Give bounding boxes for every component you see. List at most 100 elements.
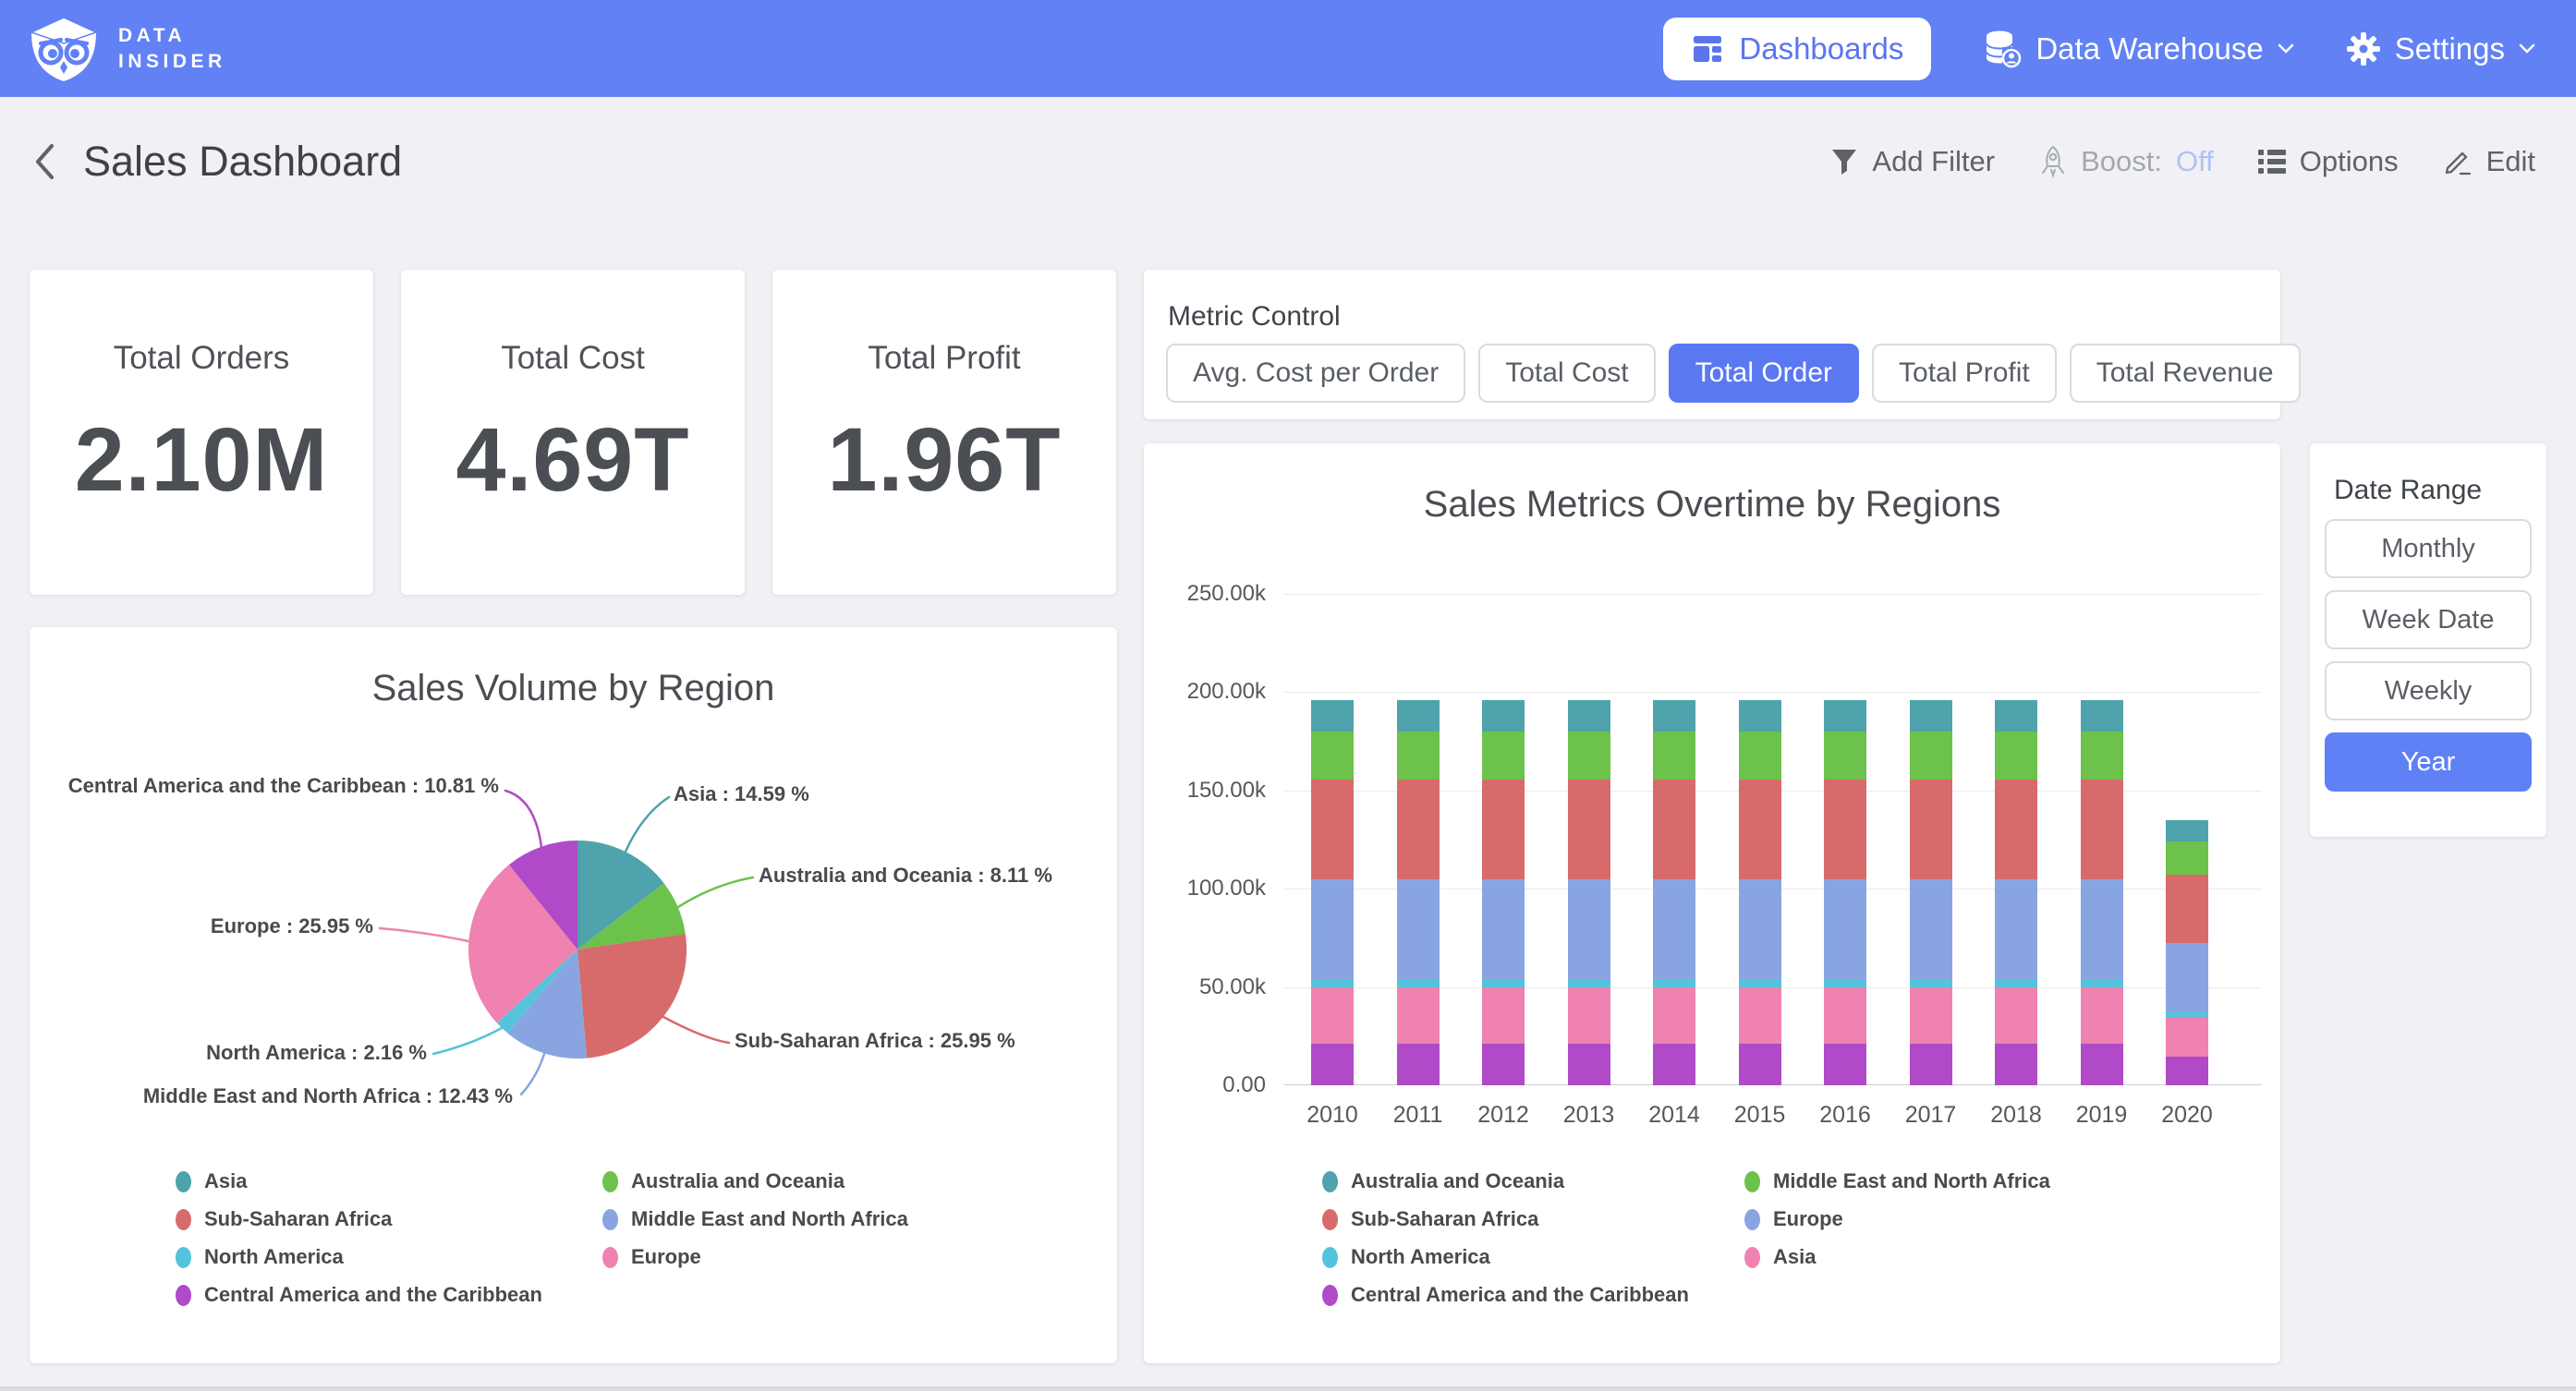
pie-leader-line xyxy=(380,928,468,941)
x-tick-label: 2012 xyxy=(1461,1102,1546,1129)
y-tick-label: 50.00k xyxy=(1144,974,1266,1000)
date-range-card: Date Range Monthly Week Date Weekly Year xyxy=(2310,443,2546,837)
boost-toggle[interactable]: Boost: Off xyxy=(2039,145,2214,178)
bar-segment-australia-and-oceania xyxy=(1910,700,1952,732)
legend-item-middle-east-and-north-africa[interactable]: Middle East and North Africa xyxy=(1744,1169,2050,1193)
bar-segment-north-america xyxy=(1311,979,1354,987)
bar-segment-middle-east-and-north-africa xyxy=(1653,732,1695,780)
y-tick-label: 0.00 xyxy=(1144,1072,1266,1098)
metric-option-avg-cost-per-order[interactable]: Avg. Cost per Order xyxy=(1166,344,1465,403)
y-tick-label: 100.00k xyxy=(1144,876,1266,901)
legend-item-central-america-and-the-caribbean[interactable]: Central America and the Caribbean xyxy=(1322,1283,1689,1307)
brand-line1: DATA xyxy=(118,23,226,49)
legend-item-sub-saharan-africa[interactable]: Sub-Saharan Africa xyxy=(176,1207,542,1231)
date-range-option-weekly[interactable]: Weekly xyxy=(2325,661,2532,720)
bar-segment-central-america-and-the-caribbean xyxy=(2166,1057,2208,1085)
bar-segment-europe xyxy=(1824,879,1866,979)
legend-label: North America xyxy=(204,1245,344,1269)
legend-dot xyxy=(1744,1247,1760,1268)
metric-option-total-order[interactable]: Total Order xyxy=(1669,344,1859,403)
legend-label: Central America and the Caribbean xyxy=(1351,1283,1689,1307)
bar-segment-north-america xyxy=(2081,979,2123,987)
bar-segment-sub-saharan-africa xyxy=(1739,780,1781,879)
bar-segment-europe xyxy=(1397,879,1440,979)
pie-label-central-america-and-the-caribbean: Central America and the Caribbean : 10.8… xyxy=(68,774,499,798)
date-range-option-week-date[interactable]: Week Date xyxy=(2325,590,2532,649)
legend-dot xyxy=(176,1171,191,1192)
bar-segment-asia xyxy=(1653,987,1695,1044)
legend-item-central-america-and-the-caribbean[interactable]: Central America and the Caribbean xyxy=(176,1283,542,1307)
pie-leader-line xyxy=(505,791,541,847)
metric-control-card: Metric Control Avg. Cost per OrderTotal … xyxy=(1144,270,2280,419)
legend-item-australia-and-oceania[interactable]: Australia and Oceania xyxy=(1322,1169,1689,1193)
bar-segment-middle-east-and-north-africa xyxy=(2081,732,2123,780)
pie-label-middle-east-and-north-africa: Middle East and North Africa : 12.43 % xyxy=(143,1084,513,1108)
bar-segment-north-america xyxy=(1824,979,1866,987)
legend-dot xyxy=(1322,1209,1338,1230)
date-range-label: Date Range xyxy=(2334,475,2482,506)
bar-segment-central-america-and-the-caribbean xyxy=(1995,1044,2037,1085)
y-tick-label: 150.00k xyxy=(1144,778,1266,804)
bar-segment-central-america-and-the-caribbean xyxy=(1653,1044,1695,1085)
edit-button[interactable]: Edit xyxy=(2443,145,2535,178)
legend-dot xyxy=(176,1285,191,1306)
bar-segment-central-america-and-the-caribbean xyxy=(1311,1044,1354,1085)
kpi-card-total-profit: Total Profit 1.96T xyxy=(772,270,1116,595)
legend-item-europe[interactable]: Europe xyxy=(602,1245,908,1269)
bar-segment-europe xyxy=(1739,879,1781,979)
gridline xyxy=(1284,594,2262,595)
x-tick-label: 2013 xyxy=(1547,1102,1632,1129)
gridline xyxy=(1284,692,2262,693)
legend-item-sub-saharan-africa[interactable]: Sub-Saharan Africa xyxy=(1322,1207,1689,1231)
add-filter-button[interactable]: Add Filter xyxy=(1830,145,1995,178)
bar-segment-asia xyxy=(1995,987,2037,1044)
legend-item-australia-and-oceania[interactable]: Australia and Oceania xyxy=(602,1169,908,1193)
bar-segment-sub-saharan-africa xyxy=(1568,780,1610,879)
bar-segment-central-america-and-the-caribbean xyxy=(1739,1044,1781,1085)
legend-label: Asia xyxy=(204,1169,247,1193)
y-tick-label: 200.00k xyxy=(1144,679,1266,705)
bar-segment-sub-saharan-africa xyxy=(1397,780,1440,879)
kpi-card-total-orders: Total Orders 2.10M xyxy=(30,270,373,595)
back-button[interactable] xyxy=(33,143,55,180)
bar-segment-central-america-and-the-caribbean xyxy=(2081,1044,2123,1085)
date-range-option-monthly[interactable]: Monthly xyxy=(2325,519,2532,578)
legend-item-middle-east-and-north-africa[interactable]: Middle East and North Africa xyxy=(602,1207,908,1231)
legend-label: Australia and Oceania xyxy=(1351,1169,1564,1193)
page-title: Sales Dashboard xyxy=(83,138,402,186)
bar-segment-middle-east-and-north-africa xyxy=(1397,732,1440,780)
nav-settings[interactable]: Settings xyxy=(2346,31,2535,67)
legend-item-asia[interactable]: Asia xyxy=(176,1169,542,1193)
legend-item-north-america[interactable]: North America xyxy=(1322,1245,1689,1269)
metric-option-total-revenue[interactable]: Total Revenue xyxy=(2070,344,2301,403)
bar-segment-australia-and-oceania xyxy=(1995,700,2037,732)
x-tick-label: 2017 xyxy=(1889,1102,1974,1129)
legend-item-europe[interactable]: Europe xyxy=(1744,1207,2050,1231)
chevron-down-icon xyxy=(2519,43,2535,54)
kpi-label: Total Orders xyxy=(30,340,373,377)
date-range-option-year[interactable]: Year xyxy=(2325,732,2532,792)
legend-label: Sub-Saharan Africa xyxy=(1351,1207,1538,1231)
edit-label: Edit xyxy=(2486,145,2535,178)
bar-segment-australia-and-oceania xyxy=(1311,700,1354,732)
legend-dot xyxy=(1322,1247,1338,1268)
legend-label: Middle East and North Africa xyxy=(1773,1169,2050,1193)
bar-segment-australia-and-oceania xyxy=(1739,700,1781,732)
legend-item-north-america[interactable]: North America xyxy=(176,1245,542,1269)
pie-label-europe: Europe : 25.95 % xyxy=(211,914,373,938)
bar-legend-column-2: Middle East and North Africa Europe Asia xyxy=(1744,1169,2050,1269)
x-tick-label: 2019 xyxy=(2060,1102,2145,1129)
bar-segment-central-america-and-the-caribbean xyxy=(1397,1044,1440,1085)
nav-dashboards-button[interactable]: Dashboards xyxy=(1663,18,1931,80)
add-filter-label: Add Filter xyxy=(1872,145,1995,178)
nav-dashboards-label: Dashboards xyxy=(1739,31,1903,67)
bar-segment-australia-and-oceania xyxy=(1482,700,1525,732)
options-button[interactable]: Options xyxy=(2258,145,2399,178)
bar-segment-sub-saharan-africa xyxy=(1482,780,1525,879)
nav-data-warehouse[interactable]: Data Warehouse xyxy=(1983,29,2293,69)
bar-segment-australia-and-oceania xyxy=(1397,700,1440,732)
metric-option-total-profit[interactable]: Total Profit xyxy=(1872,344,2057,403)
legend-item-asia[interactable]: Asia xyxy=(1744,1245,2050,1269)
metric-option-total-cost[interactable]: Total Cost xyxy=(1478,344,1655,403)
legend-label: Central America and the Caribbean xyxy=(204,1283,542,1307)
